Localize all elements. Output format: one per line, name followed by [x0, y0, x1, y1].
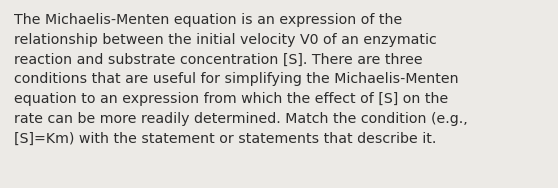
Text: The Michaelis-Menten equation is an expression of the
relationship between the i: The Michaelis-Menten equation is an expr…	[14, 13, 468, 146]
